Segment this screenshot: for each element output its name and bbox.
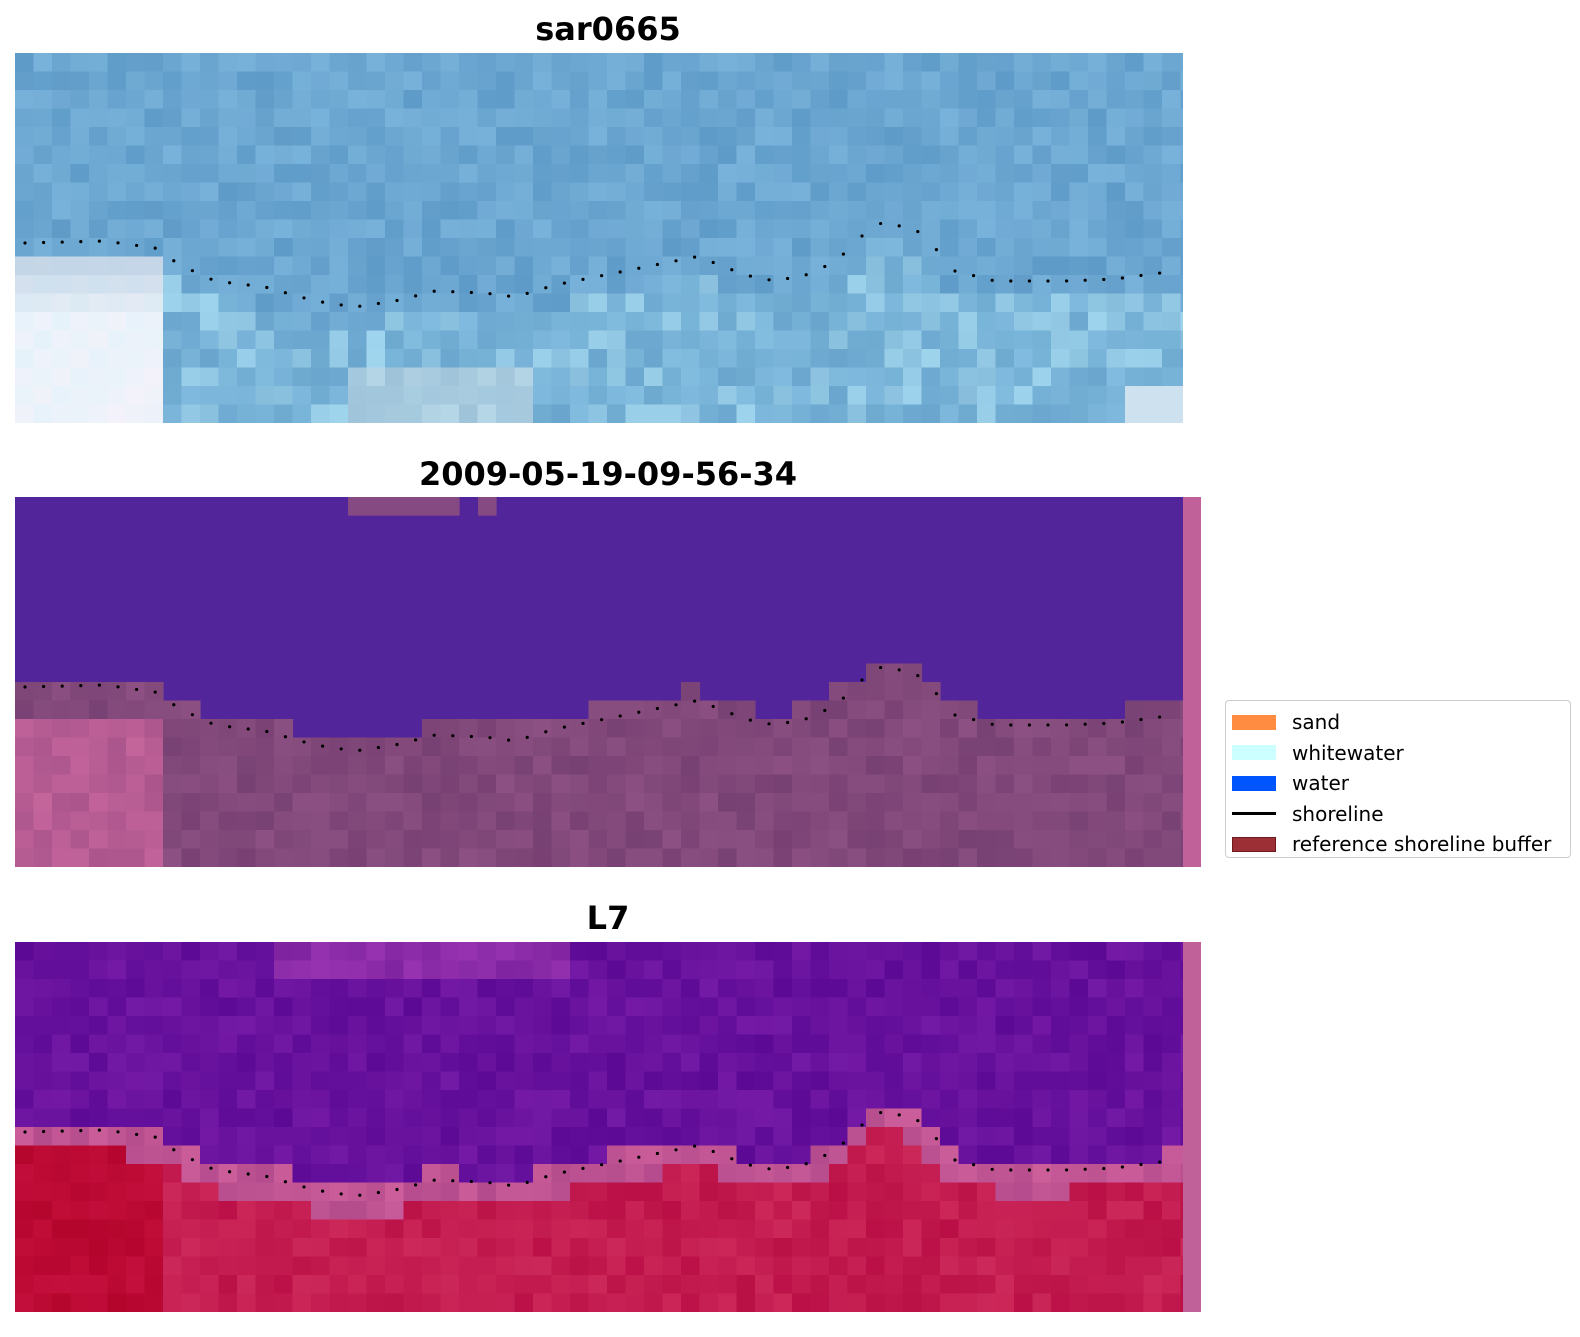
water-swatch xyxy=(1232,775,1276,791)
legend-item-water: water xyxy=(1232,768,1570,799)
index-image xyxy=(15,942,1201,1312)
sand-swatch xyxy=(1232,714,1276,730)
legend-item-shoreline: shoreline xyxy=(1232,799,1570,830)
classified-image xyxy=(15,497,1201,867)
legend-item-sand: sand xyxy=(1232,707,1570,738)
shoreline-index xyxy=(23,1110,1162,1197)
legend-item-buffer: reference shoreline buffer xyxy=(1232,829,1570,860)
legend-label-shoreline: shoreline xyxy=(1292,801,1384,826)
legend-label-whitewater: whitewater xyxy=(1292,740,1404,765)
panel-title-rgb: sar0665 xyxy=(535,10,681,48)
whitewater-swatch xyxy=(1232,745,1276,761)
classified-image-panel xyxy=(15,497,1201,867)
legend: sand whitewater water shoreline referenc… xyxy=(1225,700,1571,858)
index-image-panel xyxy=(15,942,1201,1312)
panel-title-index: L7 xyxy=(586,899,630,937)
panel-title-classified: 2009-05-19-09-56-34 xyxy=(418,455,798,493)
legend-label-water: water xyxy=(1292,771,1349,796)
rgb-image xyxy=(15,53,1183,423)
legend-label-buffer: reference shoreline buffer xyxy=(1292,832,1552,857)
shoreline-classified xyxy=(23,665,1162,752)
rgb-image-panel xyxy=(15,53,1183,423)
legend-label-sand: sand xyxy=(1292,710,1341,735)
shoreline-rgb xyxy=(23,221,1162,308)
legend-item-whitewater: whitewater xyxy=(1232,738,1570,769)
shoreline-line-swatch xyxy=(1232,806,1276,821)
buffer-swatch xyxy=(1232,836,1276,852)
